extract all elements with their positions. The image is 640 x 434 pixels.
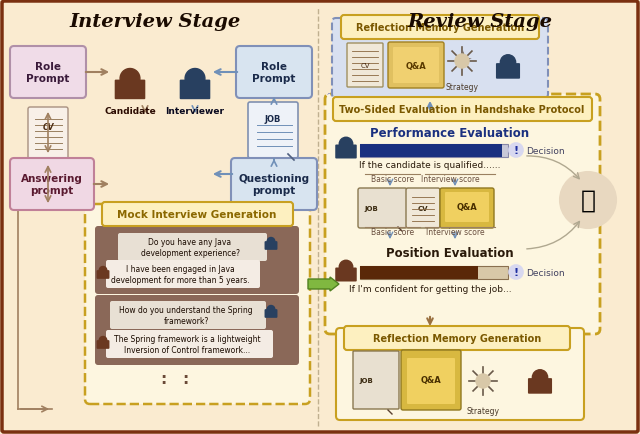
FancyBboxPatch shape [335, 268, 356, 282]
Circle shape [455, 55, 469, 69]
Circle shape [120, 69, 140, 89]
Text: Performance Evaluation: Performance Evaluation [371, 127, 529, 140]
FancyBboxPatch shape [401, 350, 461, 410]
Text: If I'm confident for getting the job...: If I'm confident for getting the job... [349, 284, 511, 293]
Circle shape [532, 370, 548, 385]
Text: Two-Sided Evaluation in Handshake Protocol: Two-Sided Evaluation in Handshake Protoc… [339, 105, 585, 115]
FancyBboxPatch shape [325, 95, 600, 334]
FancyBboxPatch shape [440, 188, 494, 228]
Text: Interviewer: Interviewer [166, 107, 225, 116]
Text: Role
Prompt: Role Prompt [252, 62, 296, 84]
Text: Do you have any Java
development experience?: Do you have any Java development experie… [141, 238, 239, 257]
Text: Reflection Memory Generation: Reflection Memory Generation [373, 333, 541, 343]
Text: Basic score: Basic score [371, 174, 415, 184]
FancyBboxPatch shape [388, 43, 444, 89]
Text: Questioning
prompt: Questioning prompt [239, 174, 310, 195]
Text: Candidate: Candidate [104, 107, 156, 116]
FancyBboxPatch shape [360, 266, 508, 279]
FancyBboxPatch shape [264, 309, 278, 318]
FancyBboxPatch shape [10, 159, 94, 210]
Text: CV: CV [360, 63, 370, 69]
Text: Review Stage: Review Stage [408, 13, 552, 31]
Text: Q&A: Q&A [420, 376, 442, 385]
FancyBboxPatch shape [496, 64, 520, 79]
FancyBboxPatch shape [344, 326, 570, 350]
FancyBboxPatch shape [347, 44, 383, 88]
Text: Position Evaluation: Position Evaluation [386, 247, 514, 260]
FancyBboxPatch shape [231, 159, 317, 210]
FancyBboxPatch shape [333, 98, 592, 122]
Text: Interview score: Interview score [426, 227, 484, 237]
FancyBboxPatch shape [335, 145, 356, 159]
FancyBboxPatch shape [97, 340, 109, 349]
Text: Answering
prompt: Answering prompt [21, 174, 83, 195]
FancyBboxPatch shape [115, 80, 145, 100]
Text: Strategy: Strategy [445, 83, 479, 92]
FancyBboxPatch shape [118, 233, 267, 261]
Text: :   :: : : [161, 372, 189, 387]
Circle shape [339, 138, 353, 151]
Text: Q&A: Q&A [456, 203, 477, 212]
FancyArrow shape [308, 277, 339, 291]
Circle shape [509, 144, 523, 158]
FancyBboxPatch shape [332, 19, 548, 99]
Text: ✦: ✦ [452, 52, 471, 72]
FancyBboxPatch shape [97, 270, 109, 279]
Text: How do you understand the Spring
framework?: How do you understand the Spring framewo… [119, 306, 253, 325]
FancyBboxPatch shape [336, 328, 584, 420]
FancyBboxPatch shape [110, 301, 266, 329]
FancyBboxPatch shape [10, 47, 86, 99]
Text: JOB: JOB [364, 206, 378, 211]
FancyBboxPatch shape [528, 378, 552, 394]
Text: Interview Stage: Interview Stage [69, 13, 241, 31]
Text: 🤝: 🤝 [580, 188, 595, 213]
Text: Mock Interview Generation: Mock Interview Generation [117, 210, 276, 220]
FancyBboxPatch shape [264, 242, 278, 250]
FancyBboxPatch shape [406, 188, 440, 228]
Text: I have been engaged in Java
development for more than 5 years.: I have been engaged in Java development … [111, 265, 250, 284]
Text: JOB: JOB [265, 114, 281, 123]
FancyBboxPatch shape [393, 48, 439, 84]
FancyBboxPatch shape [102, 203, 293, 227]
Text: Q&A: Q&A [406, 61, 426, 70]
FancyBboxPatch shape [360, 145, 502, 158]
Text: !: ! [513, 146, 518, 156]
FancyBboxPatch shape [360, 145, 508, 158]
FancyBboxPatch shape [360, 266, 478, 279]
Text: Reflection Memory Generation: Reflection Memory Generation [356, 23, 524, 33]
FancyBboxPatch shape [180, 80, 211, 100]
Text: The Spring framework is a lightweight
Inversion of Control framework...: The Spring framework is a lightweight In… [114, 335, 260, 354]
FancyBboxPatch shape [445, 193, 489, 223]
Circle shape [99, 337, 107, 344]
FancyBboxPatch shape [248, 103, 298, 159]
FancyBboxPatch shape [341, 16, 539, 40]
Text: Decision: Decision [526, 268, 564, 277]
Text: Role
Prompt: Role Prompt [26, 62, 70, 84]
Text: CV: CV [418, 206, 428, 211]
Text: JOB: JOB [359, 377, 373, 383]
Circle shape [268, 306, 275, 313]
Text: Interview score: Interview score [420, 174, 479, 184]
FancyBboxPatch shape [85, 204, 310, 404]
Text: !: ! [513, 267, 518, 277]
FancyBboxPatch shape [95, 295, 299, 365]
Circle shape [268, 238, 275, 246]
Text: Basic score: Basic score [371, 227, 415, 237]
Text: Decision: Decision [526, 146, 564, 155]
Circle shape [99, 267, 107, 274]
Text: CV: CV [42, 122, 54, 131]
Circle shape [185, 69, 205, 89]
FancyBboxPatch shape [106, 330, 273, 358]
FancyBboxPatch shape [28, 108, 68, 160]
FancyBboxPatch shape [95, 227, 299, 294]
Circle shape [560, 173, 616, 228]
Circle shape [509, 265, 523, 279]
FancyBboxPatch shape [106, 260, 260, 288]
Circle shape [339, 261, 353, 274]
FancyBboxPatch shape [236, 47, 312, 99]
FancyBboxPatch shape [407, 358, 455, 404]
Circle shape [500, 56, 516, 71]
FancyBboxPatch shape [353, 351, 399, 409]
Circle shape [476, 374, 490, 388]
